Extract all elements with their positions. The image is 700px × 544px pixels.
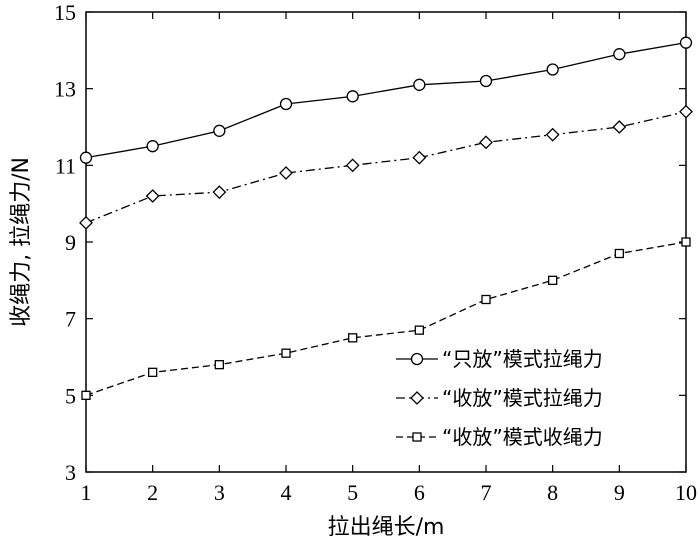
square-marker xyxy=(414,325,424,335)
diamond-marker xyxy=(145,189,160,203)
square-marker xyxy=(681,237,691,247)
diamond-marker xyxy=(679,104,693,119)
circle-marker xyxy=(279,97,293,111)
circle-marker xyxy=(146,140,159,153)
y-tick-labels: 3 5 7 9 11 13 15 xyxy=(54,0,76,485)
diamond-marker xyxy=(479,135,493,150)
series-3 xyxy=(81,237,691,400)
circle-marker xyxy=(546,63,559,76)
square-marker xyxy=(214,360,224,370)
x-tick-label: 4 xyxy=(281,480,292,505)
x-tick-label: 7 xyxy=(481,480,492,505)
diamond-marker xyxy=(345,158,360,173)
x-tick-label: 2 xyxy=(147,480,158,505)
circle-marker xyxy=(410,352,424,366)
series-layer xyxy=(79,36,693,400)
legend: “只放”模式拉绳力 “收放”模式拉绳力 “收放”模式收绳力 xyxy=(396,347,603,449)
legend-entry: “收放”模式拉绳力 xyxy=(396,386,603,410)
diamond-marker xyxy=(412,150,427,165)
square-marker xyxy=(614,248,624,259)
square-marker xyxy=(481,294,491,305)
series-2 xyxy=(79,104,693,230)
y-tick-label: 5 xyxy=(65,383,76,408)
x-axis-title: 拉出绳长/m xyxy=(328,515,445,540)
y-tick-label: 7 xyxy=(65,307,76,332)
diamond-marker xyxy=(612,120,627,134)
circle-marker xyxy=(679,36,693,49)
x-tick-label: 1 xyxy=(81,480,92,505)
diamond-marker xyxy=(545,127,560,142)
square-marker xyxy=(148,367,158,377)
legend-entry: “只放”模式拉绳力 xyxy=(396,347,603,371)
square-marker xyxy=(548,275,558,285)
x-tick-label: 5 xyxy=(347,480,358,505)
diamond-marker xyxy=(410,391,424,405)
x-tick-label: 8 xyxy=(547,480,558,505)
square-marker xyxy=(348,333,358,343)
circle-marker xyxy=(213,124,226,137)
y-tick-label: 9 xyxy=(65,230,76,255)
x-tick-label: 9 xyxy=(614,480,625,505)
circle-marker xyxy=(79,151,93,164)
x-tick-label: 3 xyxy=(214,480,225,505)
series-line xyxy=(85,111,687,224)
square-marker xyxy=(281,348,291,358)
legend-label: “收放”模式收绳力 xyxy=(442,425,603,449)
y-tick-label: 13 xyxy=(54,77,76,102)
y-axis-title: 收绳力, 拉绳力/N xyxy=(9,157,34,327)
diamond-marker xyxy=(79,215,93,230)
series-line xyxy=(85,42,687,159)
legend-label: “收放”模式拉绳力 xyxy=(442,386,603,410)
x-tick-label: 10 xyxy=(675,480,697,505)
y-tick-label: 15 xyxy=(54,0,76,25)
circle-marker xyxy=(613,48,626,61)
legend-label: “只放”模式拉绳力 xyxy=(442,347,603,371)
square-marker xyxy=(81,390,91,400)
circle-marker xyxy=(413,78,426,91)
x-tick-label: 6 xyxy=(414,480,425,505)
y-tick-label: 11 xyxy=(55,153,76,178)
y-tick-label: 3 xyxy=(65,460,76,485)
series-line xyxy=(85,241,687,396)
square-marker xyxy=(412,432,422,442)
diamond-marker xyxy=(279,166,293,180)
x-tick-labels: 1 2 3 4 5 6 7 8 9 10 xyxy=(81,480,698,505)
series-1 xyxy=(79,36,693,164)
legend-entry: “收放”模式收绳力 xyxy=(396,425,603,449)
diamond-marker xyxy=(212,185,227,200)
circle-marker xyxy=(479,74,493,88)
circle-marker xyxy=(346,90,359,103)
